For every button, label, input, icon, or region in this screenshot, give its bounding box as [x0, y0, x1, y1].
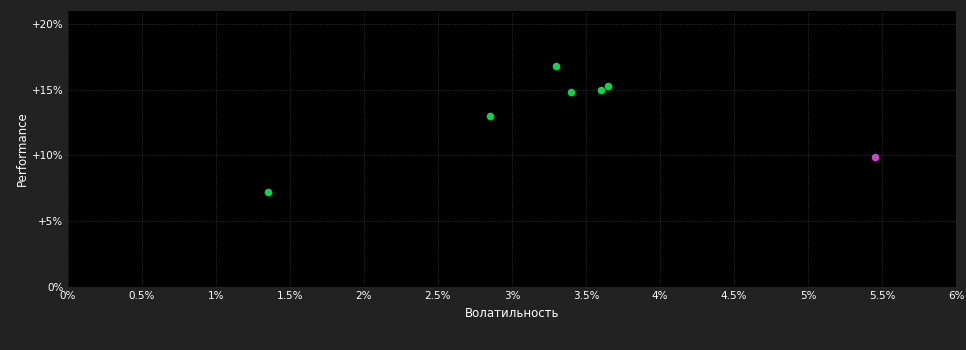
Point	[482, 113, 497, 119]
Point	[549, 63, 564, 69]
Y-axis label: Performance: Performance	[15, 111, 29, 186]
Point	[601, 83, 616, 88]
Point	[260, 189, 275, 195]
X-axis label: Волатильность: Волатильность	[465, 307, 559, 320]
Point	[867, 154, 883, 160]
Point	[563, 89, 579, 95]
Point	[593, 87, 609, 92]
